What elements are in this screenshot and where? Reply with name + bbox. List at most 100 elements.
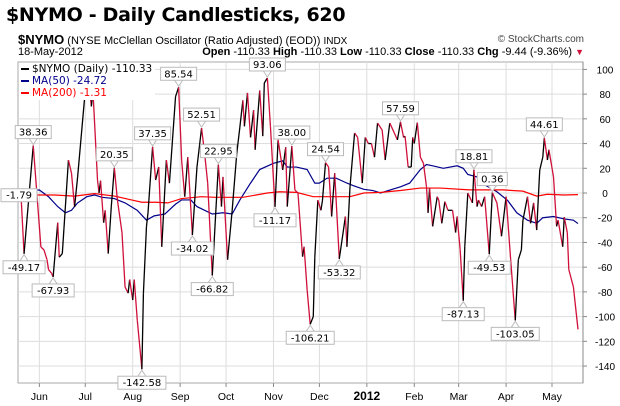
nymo-segment	[239, 100, 244, 128]
nymo-segment	[419, 156, 425, 164]
nymo-segment	[269, 126, 276, 207]
quote-date: 18-May-2012	[18, 46, 83, 58]
nymo-segment	[99, 180, 105, 223]
annotation-box	[525, 117, 563, 132]
close-value: -110.33	[437, 46, 475, 58]
legend-label: $NYMO (Daily) -110.33	[32, 63, 153, 75]
nymo-segment	[464, 192, 469, 247]
nymo-segment	[286, 145, 293, 207]
nymo-segment	[330, 173, 336, 217]
nymo-segment	[142, 226, 148, 294]
legend-swatch	[21, 68, 29, 70]
nymo-segment	[532, 202, 538, 231]
nymo-segment	[110, 167, 115, 207]
annotation-label: 52.51	[187, 110, 216, 121]
annotation-box	[285, 330, 335, 345]
nymo-segment	[306, 289, 311, 325]
symbol-description: (NYSE McClellan Oscillator (Ratio Adjust…	[67, 35, 321, 47]
nymo-segment	[161, 159, 168, 247]
nymo-segment	[566, 232, 570, 270]
nymo-segment	[73, 176, 79, 208]
nymo-segment	[104, 210, 109, 254]
x-tick-label: Jul	[79, 391, 92, 403]
nymo-segment	[361, 137, 366, 184]
nymo-segment	[552, 176, 558, 227]
high-value: -110.33	[300, 46, 337, 58]
symbol-line: $NYMO (NYSE McClellan Oscillator (Ratio …	[18, 32, 347, 47]
nymo-segment	[471, 169, 475, 203]
nymo-segment	[488, 192, 493, 255]
nymo-segment	[396, 121, 402, 140]
open-value: -110.33	[233, 46, 270, 58]
y-tick-label: 60	[599, 115, 611, 126]
annotation-label: 20.35	[100, 150, 129, 161]
nymo-segment	[52, 222, 59, 278]
x-tick-label: Mar	[450, 391, 469, 403]
nymo-segment	[320, 200, 324, 211]
annotation-box	[441, 307, 485, 322]
nymo-segment	[543, 137, 549, 161]
annotation-box	[381, 101, 419, 116]
nymo-segment	[168, 96, 177, 184]
y-tick-label: 80	[599, 90, 611, 101]
annotation-box	[490, 326, 540, 341]
annotation-box	[273, 125, 311, 140]
nymo-segment	[61, 159, 70, 254]
x-tick-label: Feb	[405, 391, 423, 403]
nymo-segment	[404, 136, 409, 168]
nymo-segment	[517, 249, 523, 260]
nymo-segment	[357, 137, 363, 184]
open-label: Open	[202, 46, 231, 58]
nymo-segment	[436, 196, 440, 201]
nymo-segment	[467, 192, 474, 204]
nymo-segment	[548, 149, 555, 178]
nymo-segment	[259, 90, 264, 137]
annotation-label: -67.93	[37, 286, 69, 297]
y-tick-label: -140	[595, 362, 615, 373]
nymo-segment	[413, 122, 418, 144]
annotation-box	[95, 147, 133, 162]
nymo-segment	[309, 316, 314, 325]
low-label: Low	[340, 46, 363, 58]
nymo-segment	[422, 163, 428, 187]
legend-swatch	[21, 92, 29, 94]
nymo-segment	[222, 176, 229, 260]
nymo-segment	[297, 192, 304, 257]
nymo-segment	[254, 90, 261, 150]
annotation-box	[183, 107, 221, 122]
nymo-segment	[484, 196, 490, 255]
nymo-segment	[476, 199, 480, 207]
nymo-segment	[285, 147, 288, 207]
nymo-segment	[191, 167, 198, 236]
nymo-segment	[376, 122, 383, 131]
nymo-segment	[441, 201, 446, 224]
nymo-segment	[373, 122, 379, 158]
nymo-segment	[542, 137, 545, 158]
nymo-segment	[410, 137, 414, 168]
y-tick-label: 100	[597, 65, 614, 76]
nymo-segment	[236, 127, 241, 154]
annotation-pointer	[458, 300, 468, 308]
annotation-pointer	[28, 138, 38, 146]
x-tick-label: Jun	[31, 391, 48, 403]
annotation-label: -66.82	[196, 285, 228, 296]
x-tick-label: Sep	[171, 391, 190, 403]
annotation-box	[476, 172, 508, 187]
annotation-pointer	[19, 253, 29, 262]
nymo-segment	[57, 222, 60, 258]
close-label: Close	[404, 46, 435, 58]
nymo-segment	[277, 139, 284, 171]
nymo-segment	[147, 146, 154, 213]
annotation-label: 24.54	[311, 145, 340, 156]
legend-label: MA(200) -1.31	[32, 87, 107, 99]
nymo-segment	[294, 189, 299, 194]
nymo-segment	[158, 167, 163, 247]
annotation-label: 38.00	[278, 128, 307, 139]
exchange: INDX	[323, 36, 348, 47]
legend: $NYMO (Daily) -110.33 MA(50) -24.72 MA(2…	[19, 63, 156, 100]
annotation-label: 37.35	[138, 129, 167, 140]
high-label: High	[272, 46, 298, 58]
annotation-pointer	[287, 138, 297, 146]
